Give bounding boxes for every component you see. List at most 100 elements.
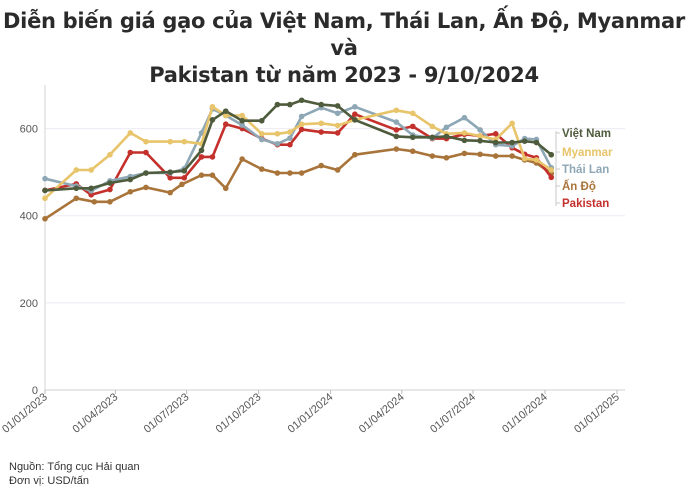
data-point <box>167 138 173 145</box>
data-point <box>334 103 341 109</box>
x-tick-label: 01/01/2023 <box>0 391 50 436</box>
x-tick-label: 01/01/2025 <box>572 391 622 436</box>
data-point <box>198 147 205 154</box>
data-point <box>298 113 305 120</box>
data-point <box>298 126 305 133</box>
data-point <box>107 180 113 186</box>
unit-note: Đơn vị: USD/tấn <box>9 475 89 487</box>
data-point <box>73 195 80 202</box>
series-end-label: Pakistan <box>562 198 609 210</box>
data-point <box>477 133 483 139</box>
data-point <box>73 167 80 173</box>
data-point <box>492 139 499 146</box>
data-point <box>258 166 265 172</box>
data-point <box>298 170 305 176</box>
data-point <box>393 133 400 140</box>
data-point <box>239 156 245 162</box>
data-point <box>274 170 281 176</box>
x-tick-label: 01/01/2024 <box>286 391 336 436</box>
data-point <box>352 111 358 117</box>
data-point <box>533 157 540 163</box>
data-point <box>298 121 305 128</box>
data-point <box>239 117 245 124</box>
data-point <box>548 167 555 173</box>
chart-footer: Nguồn: Tổng cục Hải quan Đơn vị: USD/tấn <box>9 460 140 488</box>
data-point <box>222 185 229 192</box>
data-point <box>107 198 113 205</box>
data-point <box>334 167 341 173</box>
data-point <box>181 168 188 174</box>
data-point <box>477 137 483 144</box>
x-tick-label: 01/07/2023 <box>142 391 192 436</box>
data-point <box>318 120 325 127</box>
data-point <box>409 148 416 155</box>
series-line <box>43 99 553 192</box>
y-tick-label: 600 <box>20 124 38 136</box>
data-point <box>461 130 468 136</box>
data-point <box>318 101 325 108</box>
x-tick-label: 01/07/2024 <box>428 391 478 436</box>
data-point <box>179 181 185 188</box>
source-note: Nguồn: Tổng cục Hải quan <box>9 461 140 473</box>
data-point <box>181 138 188 145</box>
data-point <box>143 149 149 156</box>
data-point <box>181 175 188 181</box>
data-point <box>409 134 416 141</box>
data-point <box>548 151 555 158</box>
data-point <box>222 121 229 128</box>
data-point <box>461 114 468 121</box>
data-point <box>509 139 515 146</box>
data-point <box>429 134 436 141</box>
data-point <box>198 130 205 136</box>
data-point <box>393 107 400 114</box>
y-tick-label: 400 <box>20 211 38 223</box>
data-point <box>287 101 293 108</box>
data-point <box>298 97 305 104</box>
data-point <box>509 153 515 159</box>
x-tick-label: 01/04/2023 <box>70 391 120 436</box>
data-point <box>42 175 48 182</box>
data-point <box>393 119 400 125</box>
data-point <box>492 153 499 159</box>
data-point <box>258 117 265 124</box>
data-point <box>492 131 499 137</box>
data-point <box>167 169 173 175</box>
y-tick-label: 0 <box>32 385 38 397</box>
data-point <box>167 175 173 181</box>
data-point <box>509 120 515 127</box>
data-point <box>107 151 113 158</box>
data-point <box>73 185 80 192</box>
data-point <box>209 103 216 110</box>
data-point <box>334 122 341 129</box>
data-point <box>443 133 450 140</box>
data-point <box>209 172 216 178</box>
data-point <box>429 153 436 159</box>
data-point <box>521 138 528 145</box>
data-point <box>393 146 400 152</box>
x-tick-label: 01/10/2023 <box>214 391 264 436</box>
data-point <box>274 131 281 137</box>
chart-title: Diễn biến giá gạo của Việt Nam, Thái Lan… <box>0 8 688 89</box>
data-point <box>274 101 281 108</box>
series-line <box>43 147 553 221</box>
data-point <box>198 172 205 178</box>
x-tick-label: 01/10/2024 <box>500 391 550 436</box>
data-point <box>274 141 281 147</box>
data-point <box>88 167 94 173</box>
series-line <box>43 105 553 193</box>
data-point <box>127 130 134 136</box>
data-point <box>107 186 113 193</box>
data-point <box>209 117 216 123</box>
data-point <box>477 127 483 133</box>
data-point <box>409 123 416 130</box>
data-point <box>352 151 358 158</box>
data-point <box>429 123 436 130</box>
data-point <box>127 176 134 183</box>
data-point <box>352 117 358 123</box>
data-point <box>393 127 400 133</box>
data-point <box>42 187 48 194</box>
data-point <box>143 170 149 176</box>
data-point <box>239 112 245 119</box>
data-point <box>258 136 265 143</box>
